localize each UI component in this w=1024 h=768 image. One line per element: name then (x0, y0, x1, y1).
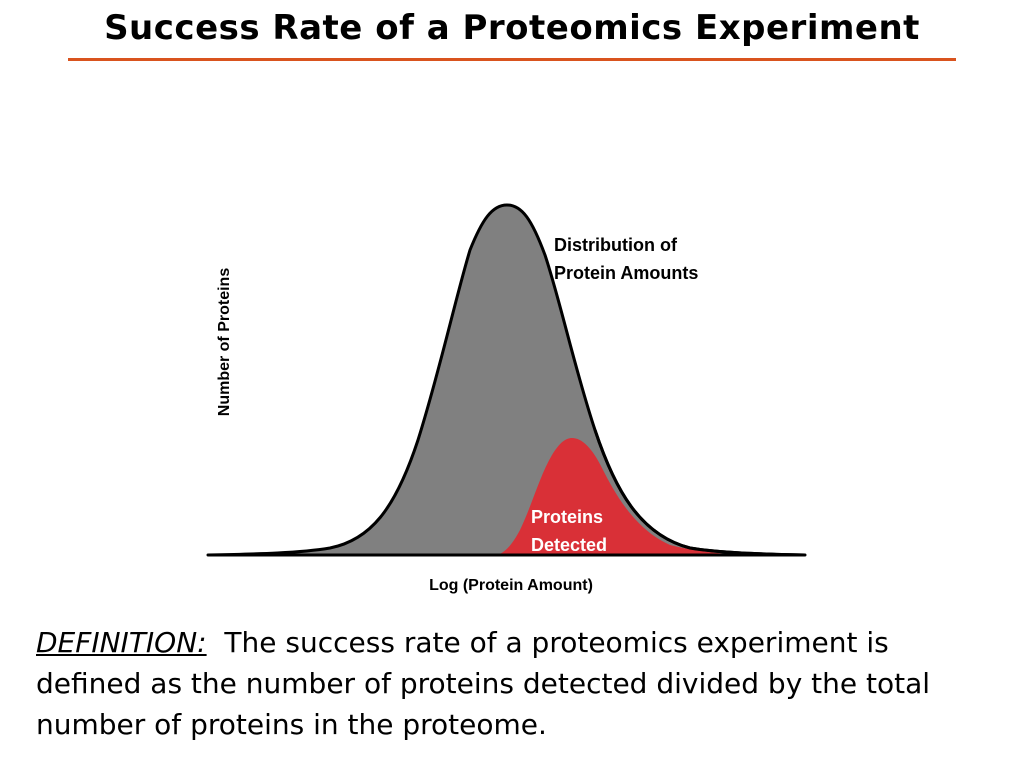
detected-label-line2: Detected (531, 535, 607, 555)
title-underline-bar (68, 58, 956, 61)
protein-distribution-diagram: Number of Proteins Log (Protein Amount) … (206, 203, 807, 594)
distribution-label-line1: Distribution of (554, 235, 678, 255)
definition-text: The success rate of a proteomics experim… (36, 626, 931, 741)
distribution-label-line2: Protein Amounts (554, 263, 698, 283)
x-axis-label: Log (Protein Amount) (429, 577, 593, 594)
slide-title: Success Rate of a Proteomics Experiment (104, 8, 920, 48)
detected-label-line1: Proteins (531, 507, 603, 527)
title-underline (68, 58, 956, 61)
y-axis-label: Number of Proteins (216, 268, 233, 417)
definition-label: DEFINITION: (36, 626, 207, 659)
distribution-curve (206, 203, 807, 557)
definition-paragraph: DEFINITION: The success rate of a proteo… (36, 622, 996, 745)
detected-proteins-area (495, 438, 760, 556)
